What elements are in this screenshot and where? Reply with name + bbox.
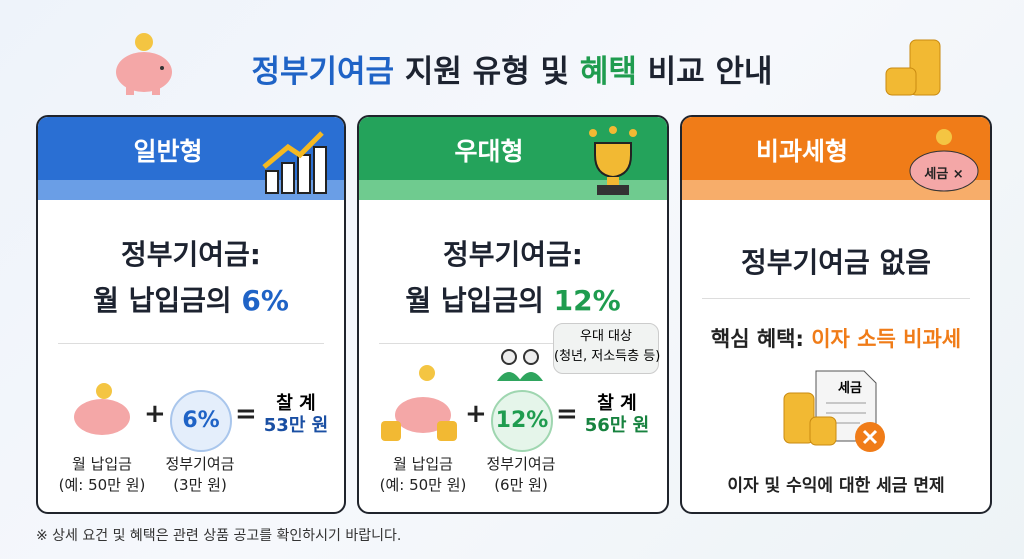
label-line: (예: 50만 원) — [58, 476, 146, 494]
total-label: 찰 계 — [597, 393, 637, 414]
card: 일반형 정부기여금: 월 납입금의 6% + 6% = 찰 계 53만 원 월 납… — [36, 115, 346, 514]
rate-label: 정부기여금 (3만 원) — [140, 454, 260, 496]
card: 우대형 정부기여금: 월 납입금의 12% 우대 대상 (청년, 저소득층 등) … — [357, 115, 669, 514]
headline: 월 납입금의 6% — [38, 279, 344, 319]
card: 비과세형 세금 × 정부기여금 없음 핵심 혜택: 이자 소득 비과세 세금 이… — [680, 115, 992, 514]
rate-circle: 12% — [491, 390, 553, 452]
title-part: 정부기여금 — [251, 54, 395, 90]
label-line: 월 납입금 — [72, 455, 132, 473]
label-line: (6만 원) — [494, 476, 548, 494]
headline-rate: 6% — [241, 284, 289, 317]
divider — [379, 343, 647, 344]
piggy-icon — [116, 33, 172, 95]
label-line: (3만 원) — [173, 476, 227, 494]
bottom-text: 이자 및 수익에 대한 세금 면제 — [727, 476, 945, 496]
headline: 정부기여금 없음 — [740, 246, 932, 279]
piggy-icon — [909, 129, 979, 192]
title-part: 비교 안내 — [636, 54, 773, 90]
label-line: 월 납입금 — [393, 455, 453, 473]
bubble-line: (청년, 저소득층 등) — [554, 349, 661, 364]
card-stripe — [682, 180, 990, 200]
plus: + — [465, 399, 487, 429]
label-line: 정부기여금 — [486, 455, 556, 473]
headline: 정부기여금: — [443, 238, 583, 271]
bubble: 우대 대상 (청년, 저소득층 등) — [553, 323, 661, 374]
benefit-label: 핵심 혜택: — [710, 327, 812, 351]
label-line: (예: 50만 원) — [379, 476, 467, 494]
rate-circle: 6% — [170, 390, 232, 452]
piggy-coins-icon — [381, 365, 457, 441]
headline: 월 납입금의 12% — [359, 279, 667, 319]
total-value: 56만 원 — [584, 415, 650, 436]
headline-rate: 12% — [553, 284, 621, 317]
title-part: 혜택 — [579, 54, 637, 90]
total-value: 53만 원 — [263, 415, 329, 436]
card-name: 비과세형 — [755, 137, 848, 166]
left-label: 월 납입금 (예: 50만 원) — [42, 454, 162, 496]
tax-icon — [783, 370, 885, 452]
card-name: 일반형 — [133, 137, 203, 166]
benefit-value: 이자 소득 비과세 — [811, 327, 962, 351]
total-label: 찰 계 — [276, 393, 316, 414]
card-stripe — [359, 180, 667, 200]
title-part: 지원 유형 및 — [394, 54, 580, 90]
piggy-icon — [74, 383, 130, 435]
chart-icon — [262, 131, 327, 194]
divider — [58, 343, 324, 344]
equals: = — [556, 399, 578, 429]
headline: 정부기여금: — [121, 238, 261, 271]
people-icon — [497, 349, 543, 381]
plus: + — [144, 399, 166, 429]
total: 찰 계 56만 원 — [572, 393, 662, 437]
total: 찰 계 53만 원 — [251, 393, 341, 437]
headline-text: 월 납입금의 — [93, 284, 242, 317]
left-label: 월 납입금 (예: 50만 원) — [363, 454, 483, 496]
label-line: 정부기여금 — [165, 455, 235, 473]
divider — [702, 298, 970, 299]
headline-text: 월 납입금의 — [405, 284, 554, 317]
rate-label: 정부기여금 (6만 원) — [461, 454, 581, 496]
equals: = — [235, 399, 257, 429]
bubble-line: 우대 대상 — [580, 329, 632, 344]
card-name: 우대형 — [454, 137, 524, 166]
footnote: ※ 상세 요건 및 혜택은 관련 상품 공고를 확인하시기 바랍니다. — [36, 528, 402, 544]
benefit: 핵심 혜택: 이자 소득 비과세 — [682, 323, 990, 353]
doc-label: 세금 — [838, 381, 862, 396]
badge: 세금 × — [924, 167, 964, 182]
title: 정부기여금 지원 유형 및 혜택 비교 안내 — [0, 46, 1024, 91]
coins-icon — [885, 39, 941, 96]
trophy-icon — [589, 126, 637, 195]
